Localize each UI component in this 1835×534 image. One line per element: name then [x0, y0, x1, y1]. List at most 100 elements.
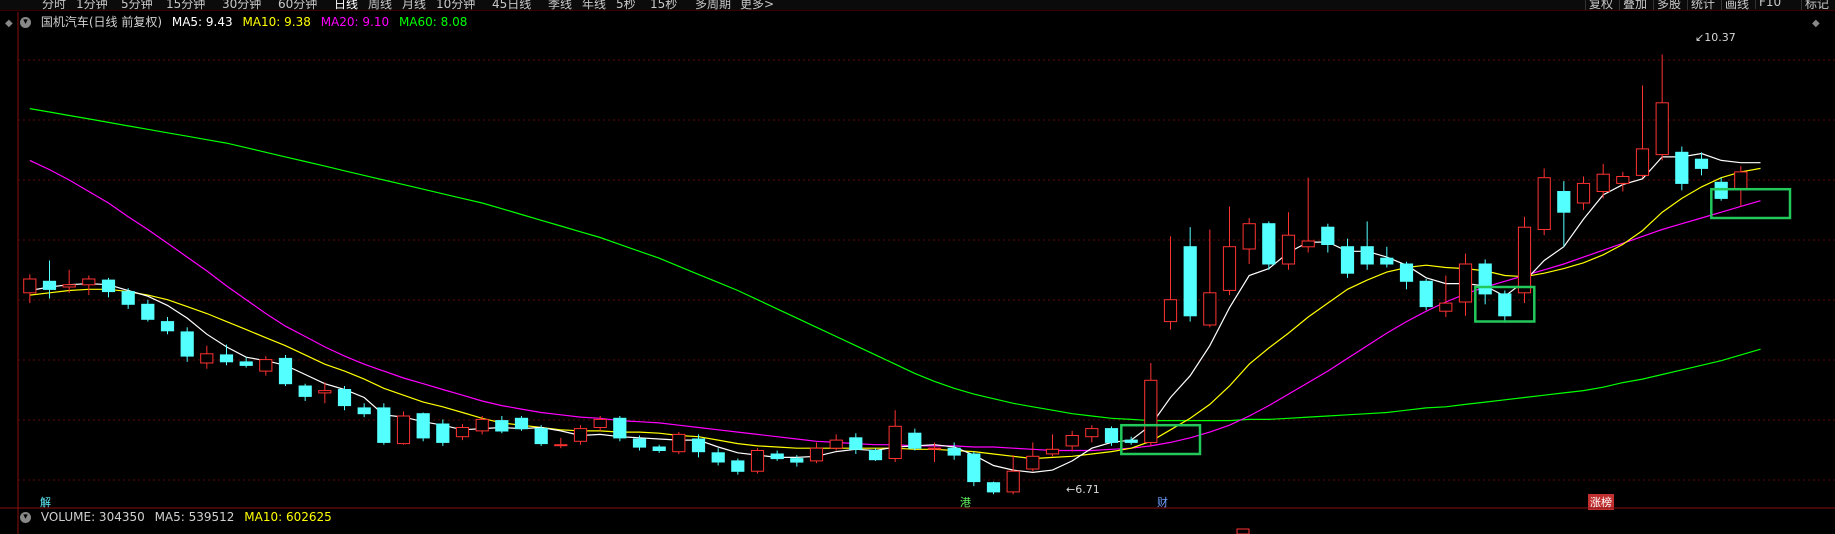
- price-info-bar: ▾ 国机汽车(日线 前复权) MA5: 9.43 MA10: 9.38 MA20…: [20, 13, 473, 30]
- candle-body-36: [731, 460, 745, 472]
- candle-body-45: [908, 432, 922, 449]
- period-tab-11[interactable]: 季线: [548, 0, 573, 11]
- candle-body-52: [1045, 448, 1060, 455]
- candle-body-66: [1321, 226, 1335, 245]
- highlight-box-1: [1474, 285, 1536, 323]
- candle-body-2: [62, 284, 76, 288]
- period-tab-2[interactable]: 5分钟: [121, 0, 153, 11]
- candle-body-65: [1301, 240, 1315, 248]
- high-price-label: ↙10.37: [1695, 31, 1736, 44]
- candle-body-48: [967, 453, 981, 483]
- candle-body-7: [160, 321, 175, 332]
- event-marker-hk[interactable]: 港: [960, 496, 971, 509]
- volume-toggle-icon[interactable]: ▾: [20, 512, 31, 523]
- period-tab-8[interactable]: 月线: [402, 0, 427, 11]
- period-tab-1[interactable]: 1分钟: [76, 0, 108, 11]
- period-tab-14[interactable]: 15秒: [650, 0, 678, 11]
- period-tab-15[interactable]: 多周期: [695, 0, 732, 11]
- period-toolbar: 分时 1分钟 5分钟 15分钟 30分钟 60分钟 日线 周线 月线 10分钟 45日线 季线 年线 5秒…: [0, 0, 1835, 11]
- candle-body-75: [1498, 293, 1512, 317]
- candle-body-11: [239, 361, 253, 366]
- period-tab-4[interactable]: 30分钟: [222, 0, 262, 11]
- candle-body-46: [927, 447, 942, 450]
- candle-body-55: [1104, 428, 1119, 443]
- candle-body-13: [278, 357, 293, 385]
- volume-info-bar: ▾ VOLUME: 304350 MA5: 539512 MA10: 60262…: [20, 510, 338, 524]
- collapse-left-icon[interactable]: ◆: [5, 18, 13, 29]
- period-tab-16[interactable]: 更多>: [740, 0, 775, 11]
- candle-body-81: [1616, 176, 1630, 184]
- period-tab-10[interactable]: 45日线: [492, 0, 532, 11]
- candle-body-56: [1124, 439, 1138, 443]
- event-marker-unlock[interactable]: 解: [40, 496, 51, 509]
- candle-body-87: [1734, 171, 1748, 190]
- candle-body-38: [770, 453, 784, 460]
- candle-body-30: [613, 417, 627, 439]
- volume-bar-peek: [1236, 528, 1250, 534]
- toolbar-button-3[interactable]: 统计: [1687, 0, 1718, 10]
- candle-body-84: [1675, 151, 1689, 184]
- stock-title: 国机汽车(日线 前复权): [40, 15, 163, 29]
- candle-body-68: [1360, 246, 1374, 265]
- candle-body-80: [1596, 173, 1610, 192]
- collapse-right-icon[interactable]: ◆: [1812, 18, 1820, 29]
- period-tab-5[interactable]: 60分钟: [278, 0, 318, 11]
- candle-body-26: [534, 428, 548, 445]
- toolbar-button-0[interactable]: 复权: [1585, 0, 1616, 10]
- candle-body-76: [1517, 226, 1532, 294]
- candle-body-16: [337, 389, 352, 407]
- candle-body-1: [42, 280, 57, 290]
- candle-body-82: [1635, 148, 1650, 176]
- period-tab-12[interactable]: 年线: [582, 0, 607, 11]
- event-marker-finance[interactable]: 财: [1157, 496, 1168, 509]
- candle-body-51: [1026, 455, 1040, 470]
- candle-body-39: [790, 458, 804, 463]
- ma20-value: MA20: 9.10: [320, 15, 390, 29]
- candle-body-19: [396, 415, 411, 445]
- candle-body-53: [1065, 435, 1079, 447]
- candle-body-23: [475, 418, 489, 432]
- toolbar-button-4[interactable]: 画线: [1721, 0, 1752, 10]
- candle-body-42: [849, 437, 863, 450]
- candle-body-78: [1557, 191, 1571, 213]
- period-tab-13[interactable]: 5秒: [616, 0, 636, 11]
- candle-body-85: [1694, 158, 1709, 169]
- candle-body-47: [947, 447, 961, 456]
- candle-body-34: [691, 438, 706, 453]
- candle-body-35: [711, 452, 725, 463]
- period-tab-7[interactable]: 周线: [368, 0, 393, 11]
- candle-body-4: [101, 279, 116, 293]
- candle-body-70: [1399, 263, 1414, 282]
- period-tab-3[interactable]: 15分钟: [166, 0, 206, 11]
- candle-body-32: [652, 446, 666, 451]
- toolbar-button-1[interactable]: 叠加: [1619, 0, 1650, 10]
- period-tab-9[interactable]: 10分钟: [436, 0, 476, 11]
- candle-body-72: [1439, 302, 1453, 312]
- period-tab-0[interactable]: 分时: [42, 0, 67, 11]
- candle-body-29: [593, 418, 607, 428]
- candle-body-3: [82, 278, 96, 286]
- candle-body-58: [1163, 299, 1178, 323]
- settings-toggle-icon[interactable]: ▾: [20, 17, 31, 28]
- candle-body-62: [1242, 223, 1256, 250]
- candle-body-57: [1144, 379, 1158, 443]
- volume-ma10: MA10: 602625: [244, 510, 332, 524]
- candle-body-12: [259, 359, 273, 372]
- volume-value: VOLUME: 304350: [40, 510, 145, 524]
- toolbar-button-5[interactable]: F10: [1755, 0, 1784, 9]
- period-tab-6[interactable]: 日线: [334, 0, 359, 11]
- toolbar-button-6[interactable]: 标记: [1801, 0, 1832, 10]
- candle-body-33: [672, 433, 686, 453]
- candle-body-44: [888, 425, 902, 459]
- candle-body-28: [573, 428, 588, 442]
- candle-body-64: [1281, 234, 1296, 265]
- candle-body-0: [23, 278, 37, 294]
- candle-body-83: [1655, 102, 1669, 156]
- event-marker-limit-up[interactable]: 涨榜: [1588, 494, 1614, 510]
- candle-body-10: [219, 354, 234, 363]
- candle-body-77: [1537, 177, 1551, 230]
- candle-body-17: [357, 407, 371, 415]
- candle-body-54: [1085, 428, 1099, 438]
- toolbar-button-2[interactable]: 多股: [1653, 0, 1684, 10]
